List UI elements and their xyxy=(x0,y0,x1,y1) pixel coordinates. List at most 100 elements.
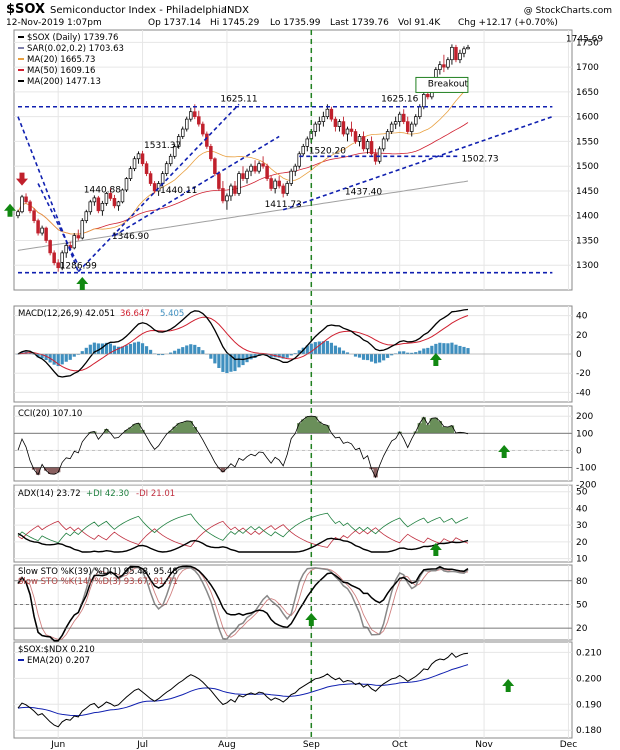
macd-histogram-bar xyxy=(161,354,165,356)
macd-histogram-bar xyxy=(317,341,321,354)
x-tick-label: Jun xyxy=(50,740,65,750)
y-tick-label: 1500 xyxy=(576,162,599,172)
last-value: Last 1739.76 xyxy=(330,18,389,28)
candle-body xyxy=(466,46,470,50)
candle-body xyxy=(233,185,237,194)
candle-body xyxy=(337,121,342,127)
candle-body xyxy=(458,52,462,61)
legend-swatch xyxy=(18,659,24,661)
gridlines xyxy=(14,30,572,738)
candle-body xyxy=(349,128,354,132)
macd-histogram-bar xyxy=(197,346,201,354)
minus-di-legend: -DI 21.01 xyxy=(136,489,175,499)
y-tick-label: 50 xyxy=(576,488,588,498)
macd-histogram-bar xyxy=(144,346,149,354)
macd-histogram-bar xyxy=(36,354,40,358)
buy-arrow-icon xyxy=(429,353,442,366)
candle-body xyxy=(353,131,358,142)
candle-body xyxy=(393,121,398,125)
y-tick-label: -20 xyxy=(576,369,591,379)
price-legend-entry: MA(20) 1665.73 xyxy=(27,55,95,65)
y-tick-label: 1550 xyxy=(576,137,599,147)
candle-body xyxy=(152,183,157,192)
price-annotation: 1440.11 xyxy=(160,186,197,196)
x-tick-label: Aug xyxy=(218,740,236,750)
chart-header: $SOX Semiconductor Index - Philadelphia … xyxy=(6,2,612,28)
macd-histogram-bar xyxy=(173,350,177,354)
candle-body xyxy=(136,153,141,160)
open-value: Op 1737.14 xyxy=(148,18,201,28)
candle-body xyxy=(217,173,221,189)
macd-histogram-bar xyxy=(40,354,44,359)
high-value: Hi 1745.29 xyxy=(210,18,260,28)
macd-histogram-bar xyxy=(28,352,32,354)
macd-histogram-bar xyxy=(120,346,125,354)
candle-body xyxy=(241,173,245,179)
macd-histogram-bar xyxy=(92,342,96,354)
candle-body xyxy=(193,111,197,118)
candle-body xyxy=(20,196,24,213)
macd-histogram-bar xyxy=(446,343,450,354)
trend-line xyxy=(77,103,240,273)
y-tick-label: -200 xyxy=(576,480,597,490)
candle-body xyxy=(401,113,406,122)
y-tick-label: 1600 xyxy=(576,113,599,123)
y-tick-label: 1350 xyxy=(576,236,599,246)
candle-body xyxy=(273,180,277,189)
candle-body xyxy=(92,197,97,203)
candle-body xyxy=(333,118,338,127)
macd-histogram-bar xyxy=(430,345,434,354)
candle-body xyxy=(414,116,418,125)
candle-body xyxy=(301,146,306,155)
y-tick-label: 1450 xyxy=(576,187,599,197)
candle-body xyxy=(156,183,161,192)
candle-body xyxy=(281,185,285,194)
macd-histogram-bar xyxy=(100,343,104,354)
candle-body xyxy=(32,210,36,222)
index-name: Semiconductor Index - Philadelphia xyxy=(50,5,227,16)
candle-body xyxy=(80,220,85,239)
macd-histogram-bar xyxy=(193,344,197,354)
macd-histogram-bar xyxy=(132,342,137,354)
candle-body xyxy=(189,111,193,120)
candle-body xyxy=(313,123,318,132)
cci-line xyxy=(17,415,469,479)
candle-body xyxy=(76,235,81,239)
candle-body xyxy=(405,121,410,132)
macd-histogram-bar xyxy=(140,343,145,354)
sto-39-legend: Slow STO %K(39) %D(1) 95.48, 95.48 xyxy=(18,567,178,577)
y-tick-label: 200 xyxy=(576,412,593,422)
macd-histogram-bar xyxy=(136,341,141,354)
macd-histogram-bar xyxy=(169,352,173,354)
macd-histogram-bar xyxy=(341,350,346,354)
price-annotation: 1625.16 xyxy=(381,94,418,104)
y-tick-label: 0 xyxy=(576,350,582,360)
macd-histogram-bar xyxy=(56,354,60,367)
macd-histogram-bar xyxy=(181,347,185,354)
candle-body xyxy=(56,262,60,269)
macd-histogram-bar xyxy=(386,354,390,358)
ma20-line xyxy=(17,87,469,235)
candle-body xyxy=(245,170,249,179)
macd-histogram-bar xyxy=(398,351,402,354)
macd-histogram-bar xyxy=(72,354,76,357)
price-annotation: 1531.37 xyxy=(144,141,181,151)
candle-body xyxy=(84,211,89,222)
candle-body xyxy=(293,165,297,172)
trend-line xyxy=(37,183,79,266)
macd-histogram-bar xyxy=(361,354,366,360)
macd-histogram-bar xyxy=(112,345,117,354)
y-tick-label: 1300 xyxy=(576,261,599,271)
ratio-ema-line xyxy=(17,664,469,717)
macd-histogram-bar xyxy=(237,354,241,368)
legend-swatch xyxy=(18,58,24,60)
macd-legend: MACD(12,26,9) 42.051 xyxy=(18,309,115,319)
candle-body xyxy=(140,153,145,165)
candle-body xyxy=(381,138,386,150)
macd-histogram-bar xyxy=(229,354,233,372)
candle-body xyxy=(329,108,334,120)
candle-body xyxy=(48,240,52,254)
y-tick-label: 0 xyxy=(576,446,582,456)
x-tick-label: Sep xyxy=(303,740,320,750)
macd-histogram-bar xyxy=(333,345,338,354)
